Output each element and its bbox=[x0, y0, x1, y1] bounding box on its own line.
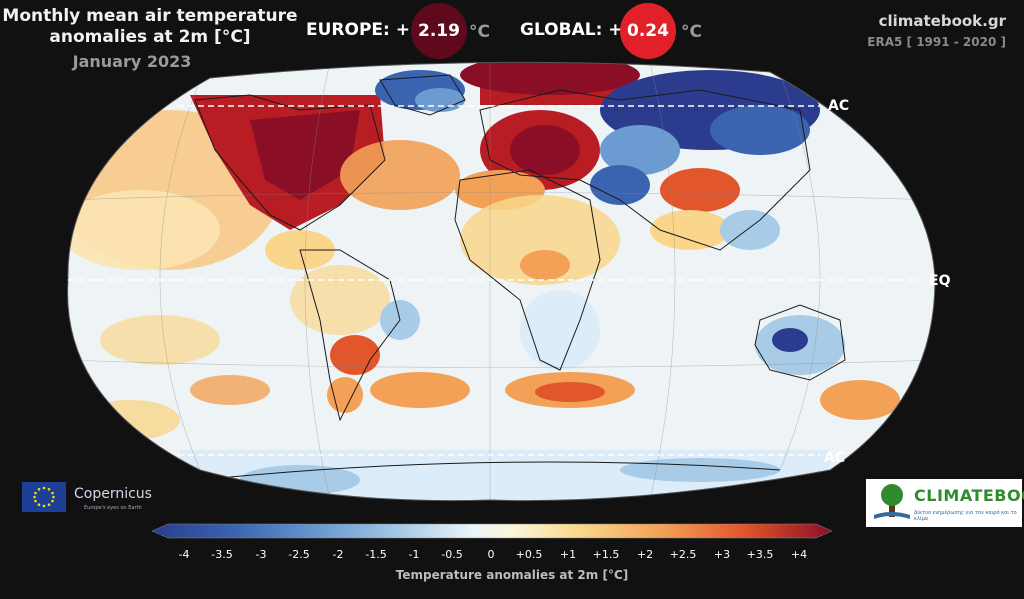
equator-label: EQ bbox=[929, 273, 951, 289]
colorbar-tick: -3 bbox=[255, 548, 267, 561]
antarctic-circle-label: AC bbox=[824, 450, 846, 466]
global-value-badge: 0.24 bbox=[620, 3, 676, 59]
global-value: 0.24 bbox=[627, 21, 669, 41]
colorbar-tick: -2.5 bbox=[288, 548, 310, 561]
site-name: climatebook.gr bbox=[878, 12, 1006, 30]
climatebook-logo: CLIMATEBOOK Δίκτυο ενημέρωσης για τον κα… bbox=[866, 479, 1024, 527]
colorbar-tick: -0.5 bbox=[441, 548, 463, 561]
title-line-1: Monthly mean air temperature bbox=[2, 6, 298, 26]
reference-period: ERA5 [ 1991 - 2020 ] bbox=[867, 35, 1006, 49]
climatebook-tagline: Δίκτυο ενημέρωσης για τον καιρό και το κ… bbox=[914, 510, 1017, 522]
europe-label: EUROPE: + bbox=[306, 20, 410, 40]
colorbar-tick: -4 bbox=[178, 548, 190, 561]
colorbar-title: Temperature anomalies at 2m [°C] bbox=[395, 568, 629, 582]
colorbar-tick: +2 bbox=[636, 548, 654, 561]
global-label: GLOBAL: + bbox=[520, 20, 623, 40]
colorbar-tick: -2 bbox=[332, 548, 344, 561]
month-label: January 2023 bbox=[72, 52, 192, 71]
colorbar-tick: +3.5 bbox=[746, 548, 774, 561]
colorbar-tick: -1.5 bbox=[365, 548, 387, 561]
europe-value: 2.19 bbox=[418, 21, 460, 41]
colorbar-tick: -1 bbox=[408, 548, 420, 561]
arctic-circle-label: AC bbox=[828, 98, 850, 114]
colorbar-tick: +1.5 bbox=[592, 548, 620, 561]
copernicus-logo: Copernicus bbox=[74, 486, 152, 502]
map-title: Monthly mean air temperature anomalies a… bbox=[0, 6, 300, 48]
colorbar bbox=[151, 523, 833, 539]
colorbar-tick: +0.5 bbox=[515, 548, 543, 561]
climatebook-name: CLIMATEBOOK bbox=[914, 486, 1024, 505]
colorbar-tick: +2.5 bbox=[669, 548, 697, 561]
anomaly-field bbox=[67, 62, 935, 501]
tree-icon bbox=[874, 484, 910, 519]
colorbar-tick: 0 bbox=[487, 548, 495, 561]
europe-unit: °C bbox=[469, 22, 490, 42]
colorbar-tick: +3 bbox=[713, 548, 731, 561]
title-line-2: anomalies at 2m [°C] bbox=[49, 27, 251, 47]
copernicus-tagline: Europe's eyes on Earth bbox=[84, 505, 142, 511]
global-unit: °C bbox=[681, 22, 702, 42]
eu-flag-logo bbox=[22, 482, 66, 512]
colorbar-tick: +1 bbox=[559, 548, 577, 561]
colorbar-tick: +4 bbox=[790, 548, 808, 561]
europe-value-badge: 2.19 bbox=[411, 3, 467, 59]
colorbar-tick: -3.5 bbox=[211, 548, 233, 561]
